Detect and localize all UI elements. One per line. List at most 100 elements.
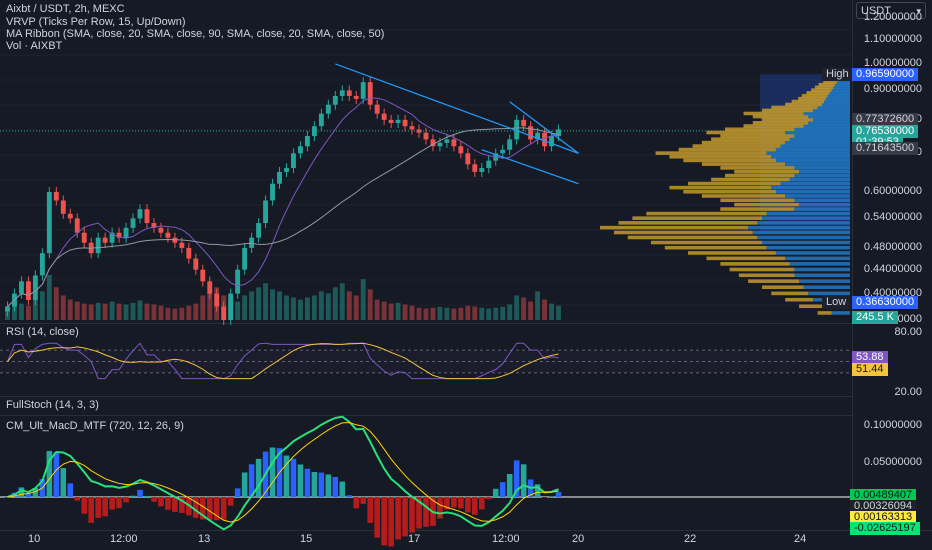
macd-hist-bar <box>416 497 422 529</box>
macd-hist-bar <box>95 497 101 518</box>
vp-bar-down <box>801 93 828 98</box>
vp-bar-down <box>613 230 753 235</box>
volume-bar <box>235 301 241 320</box>
macd-hist-bar <box>555 492 562 497</box>
volume-bar <box>53 287 59 320</box>
volume-bar <box>374 299 380 320</box>
vp-bar-down <box>664 245 767 250</box>
macd-hist-bar <box>116 497 122 509</box>
macd-hist-bar <box>109 497 115 510</box>
vp-bar-up <box>794 207 850 211</box>
vp-bar-up <box>799 202 850 207</box>
macd-hist-bar <box>332 476 339 497</box>
vp-bar-down <box>743 111 804 116</box>
volume-bar <box>444 307 450 320</box>
rsi-title[interactable]: RSI (14, close) <box>6 326 79 338</box>
vp-bar-down <box>692 144 781 148</box>
candle-body <box>179 242 185 248</box>
macd-hist-bar <box>18 487 25 497</box>
candle-body <box>144 209 150 224</box>
candle-body <box>353 95 359 99</box>
volume-bar <box>81 303 87 320</box>
macd-hist-bar <box>381 497 387 546</box>
vp-bar-down <box>687 181 781 186</box>
vrvp-legend[interactable]: VRVP (Ticks Per Row, 15, Up/Down) <box>6 16 186 28</box>
vp-bar-up <box>831 88 850 92</box>
macd-hist-bar <box>485 497 492 500</box>
candle-body <box>67 213 73 219</box>
volume-bar <box>18 303 24 320</box>
vp-bar-up <box>775 158 850 163</box>
macd-hist-bar <box>388 497 394 547</box>
volume-bar <box>46 275 52 320</box>
macd-title[interactable]: CM_Ult_MacD_MTF (720, 12, 26, 9) <box>6 420 184 432</box>
volume-bar <box>556 305 561 320</box>
volume-bar <box>297 299 303 320</box>
pane-divider <box>0 396 852 397</box>
vp-bar-down <box>748 279 800 283</box>
candle-body <box>116 232 122 238</box>
volume-bar <box>123 304 129 320</box>
macd-hist-bar <box>193 497 199 518</box>
volume-bar <box>388 303 394 320</box>
rsi-ma-line <box>7 342 559 380</box>
volume-legend[interactable]: Vol · AIXBT <box>6 40 63 52</box>
vp-bar-down <box>669 185 772 190</box>
vp-bar-down <box>706 130 786 135</box>
stoch-title[interactable]: FullStoch (14, 3, 3) <box>6 399 99 411</box>
symbol-title[interactable]: Aixbt / USDT, 2h, MEXC <box>6 3 125 15</box>
macd-value-3: 0.00163313 <box>850 511 917 524</box>
volume-bar <box>507 304 513 320</box>
volume-bar <box>332 287 338 320</box>
currency-label: USDT <box>861 5 891 17</box>
macd-hist-bar <box>423 497 429 527</box>
macd-hist-bar <box>402 497 408 537</box>
ma-ribbon-legend[interactable]: MA Ribbon (SMA, close, 20, SMA, close, 9… <box>6 28 385 40</box>
vp-bar-up <box>799 169 850 174</box>
candle-body <box>542 132 548 147</box>
candle-body <box>32 275 38 300</box>
macd-hist-bar <box>67 483 74 497</box>
macd-hist-bar <box>165 497 171 510</box>
rsi-ma-tag: 51.44 <box>852 363 888 376</box>
axis-divider <box>852 0 853 530</box>
macd-hist-bar <box>81 497 88 514</box>
vp-bar-up <box>775 251 850 255</box>
candle-body <box>507 139 513 150</box>
candle-body <box>39 253 45 276</box>
candle-body <box>500 149 506 154</box>
last-price-tag: 0.76530000 <box>852 125 919 138</box>
candle-body <box>402 119 408 127</box>
candle-body <box>25 281 31 300</box>
candle-body <box>158 227 164 233</box>
macd-hist-bar <box>374 497 380 538</box>
volume-bar <box>318 291 324 320</box>
price-tick: 0.54000000 <box>863 211 922 224</box>
vp-bar-up <box>775 147 850 152</box>
vp-bar-up <box>794 127 850 132</box>
pane-divider <box>0 415 852 416</box>
vp-bar-down <box>720 207 795 211</box>
price-tick: 0.40000000 <box>863 286 922 299</box>
volume-bar <box>186 305 192 320</box>
volume-bar <box>200 295 206 320</box>
pane-divider <box>0 530 932 531</box>
high-value-tag: 0.96590000 <box>852 68 919 81</box>
volume-bar <box>493 307 499 320</box>
volume-bar <box>304 297 310 320</box>
macd-hist-bar <box>123 497 129 503</box>
candle-body <box>228 293 234 320</box>
macd-signal-line <box>7 422 559 523</box>
macd-hist-bar <box>46 450 53 497</box>
candle-body <box>165 232 171 238</box>
volume-bar <box>542 299 548 320</box>
volume-bar <box>500 306 506 320</box>
vp-bar-down <box>687 251 776 255</box>
macd-hist-bar <box>234 488 241 497</box>
volume-bar <box>130 302 136 320</box>
candle-body <box>332 95 338 105</box>
currency-selector[interactable]: USDT ▾ <box>856 2 926 19</box>
volume-bar <box>207 291 213 320</box>
candle-body <box>374 104 380 114</box>
